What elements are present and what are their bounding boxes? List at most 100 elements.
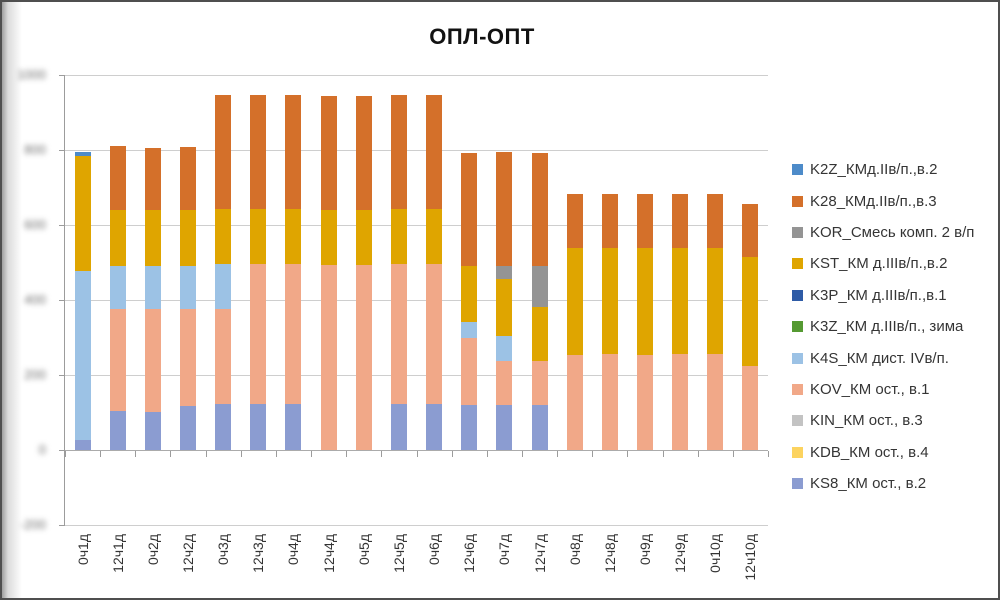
- x-axis-tick: [240, 451, 242, 457]
- legend-item: KST_КМ д.IIIв/п.,в.2: [792, 248, 974, 279]
- bar-segment-KST: [707, 247, 724, 355]
- legend-label: K3P_КМ д.IIIв/п.,в.1: [810, 286, 947, 304]
- y-axis-label: 800: [24, 142, 46, 157]
- bar-12ч9д: [672, 75, 689, 525]
- bar-segment-KST: [742, 256, 759, 366]
- y-axis-tick: [59, 75, 65, 76]
- y-axis-line: [64, 75, 65, 525]
- legend-swatch-icon: [792, 446, 803, 458]
- legend-item: K4S_КМ дист. IVв/п.: [792, 342, 974, 373]
- y-axis-tick: [59, 450, 65, 451]
- legend-item: KOV_КМ ост., в.1: [792, 374, 974, 405]
- bar-12ч1д: [109, 75, 126, 525]
- plot-area: [59, 75, 769, 526]
- bar-segment-K28: [707, 194, 724, 248]
- gridline: [65, 375, 768, 376]
- x-axis-tick: [627, 451, 629, 457]
- x-axis-label: 0ч6д: [426, 534, 443, 566]
- x-axis-tick: [592, 451, 594, 457]
- legend-swatch-icon: [792, 289, 803, 301]
- bar-segment-KOV: [180, 309, 197, 406]
- bar-12ч3д: [250, 75, 267, 525]
- bar-segment-K28: [250, 95, 267, 210]
- x-axis-tick: [205, 451, 207, 457]
- bar-segment-KS8: [285, 403, 302, 450]
- bar-0ч3д: [215, 75, 232, 525]
- x-axis-tick: [768, 451, 769, 457]
- bar-segment-KOV: [320, 264, 337, 450]
- x-axis-label: 12ч6д: [461, 534, 478, 573]
- x-axis-tick: [416, 451, 418, 457]
- x-axis-tick: [486, 451, 488, 457]
- x-axis-label: 12ч9д: [672, 534, 689, 573]
- legend-swatch-icon: [792, 321, 803, 333]
- legend-swatch-icon: [792, 415, 803, 427]
- bar-segment-KST: [566, 247, 583, 356]
- y-axis-label: 200: [24, 367, 46, 382]
- legend-item: K3P_КМ д.IIIв/п.,в.1: [792, 280, 974, 311]
- y-axis-label: 1000: [17, 67, 46, 82]
- x-axis-label: 12ч7д: [531, 534, 548, 573]
- bar-segment-KOV: [109, 309, 126, 412]
- bar-segment-KOV: [250, 264, 267, 404]
- x-axis-label: 0ч3д: [215, 534, 232, 566]
- bar-0ч6д: [426, 75, 443, 525]
- bar-12ч6д: [461, 75, 478, 525]
- bar-segment-K28: [636, 194, 653, 248]
- legend-item: KIN_КМ ост., в.3: [792, 405, 974, 436]
- bar-segment-K28: [390, 95, 407, 210]
- bar-segment-K28: [461, 152, 478, 266]
- bar-segment-KST: [250, 209, 267, 265]
- bar-segment-K4S: [74, 270, 91, 440]
- bar-segment-KST: [672, 247, 689, 355]
- bar-0ч2д: [144, 75, 161, 525]
- x-axis-label: 12ч8д: [601, 534, 618, 573]
- bar-segment-KS8: [496, 405, 513, 450]
- bar-12ч10д: [742, 75, 759, 525]
- bar-segment-K4S: [144, 265, 161, 309]
- x-axis-tick: [100, 451, 102, 457]
- bar-segment-KOR: [531, 265, 548, 307]
- bar-segment-K28: [672, 194, 689, 248]
- legend-swatch-icon: [792, 383, 803, 395]
- bar-segment-KOV: [672, 354, 689, 450]
- bar-segment-KS8: [390, 403, 407, 450]
- bar-segment-K28: [285, 95, 302, 210]
- bar-segment-K28: [320, 95, 337, 210]
- bar-segment-KS8: [180, 405, 197, 450]
- y-axis-tick: [59, 150, 65, 151]
- legend-label: KIN_КМ ост., в.3: [810, 412, 923, 430]
- y-axis-tick: [59, 225, 65, 226]
- gridline: [65, 150, 768, 151]
- bar-segment-K28: [742, 203, 759, 257]
- x-axis-label: 12ч4д: [320, 534, 337, 573]
- bar-12ч8д: [601, 75, 618, 525]
- x-axis-label: 12ч5д: [390, 534, 407, 573]
- bar-segment-K28: [109, 145, 126, 210]
- x-axis-tick: [135, 451, 137, 457]
- bar-0ч1д: [74, 75, 91, 525]
- x-axis-label: 12ч3д: [250, 534, 267, 573]
- bar-0ч8д: [566, 75, 583, 525]
- bar-segment-KS8: [531, 405, 548, 450]
- x-axis-label: 0ч7д: [496, 534, 513, 566]
- bar-segment-KS8: [426, 403, 443, 450]
- bar-segment-KOV: [285, 264, 302, 404]
- x-axis-line: [65, 450, 768, 451]
- legend-label: KST_КМ д.IIIв/п.,в.2: [810, 255, 948, 273]
- bar-segment-KOV: [742, 365, 759, 450]
- bar-segment-K28: [601, 194, 618, 248]
- gridline: [65, 225, 768, 226]
- y-axis-label: 400: [24, 292, 46, 307]
- x-axis-label: 12ч10д: [742, 534, 759, 581]
- x-axis-tick: [451, 451, 453, 457]
- bar-segment-K28: [144, 148, 161, 210]
- bar-segment-K4S: [496, 335, 513, 361]
- bar-segment-KOV: [601, 354, 618, 450]
- chart-title: ОПЛ-ОПТ: [429, 24, 535, 49]
- bar-segment-K28: [355, 95, 372, 210]
- legend-item: K3Z_КМ д.IIIв/п., зима: [792, 311, 974, 342]
- y-axis-tick: [59, 375, 65, 376]
- legend-item: KS8_КМ ост., в.2: [792, 468, 974, 499]
